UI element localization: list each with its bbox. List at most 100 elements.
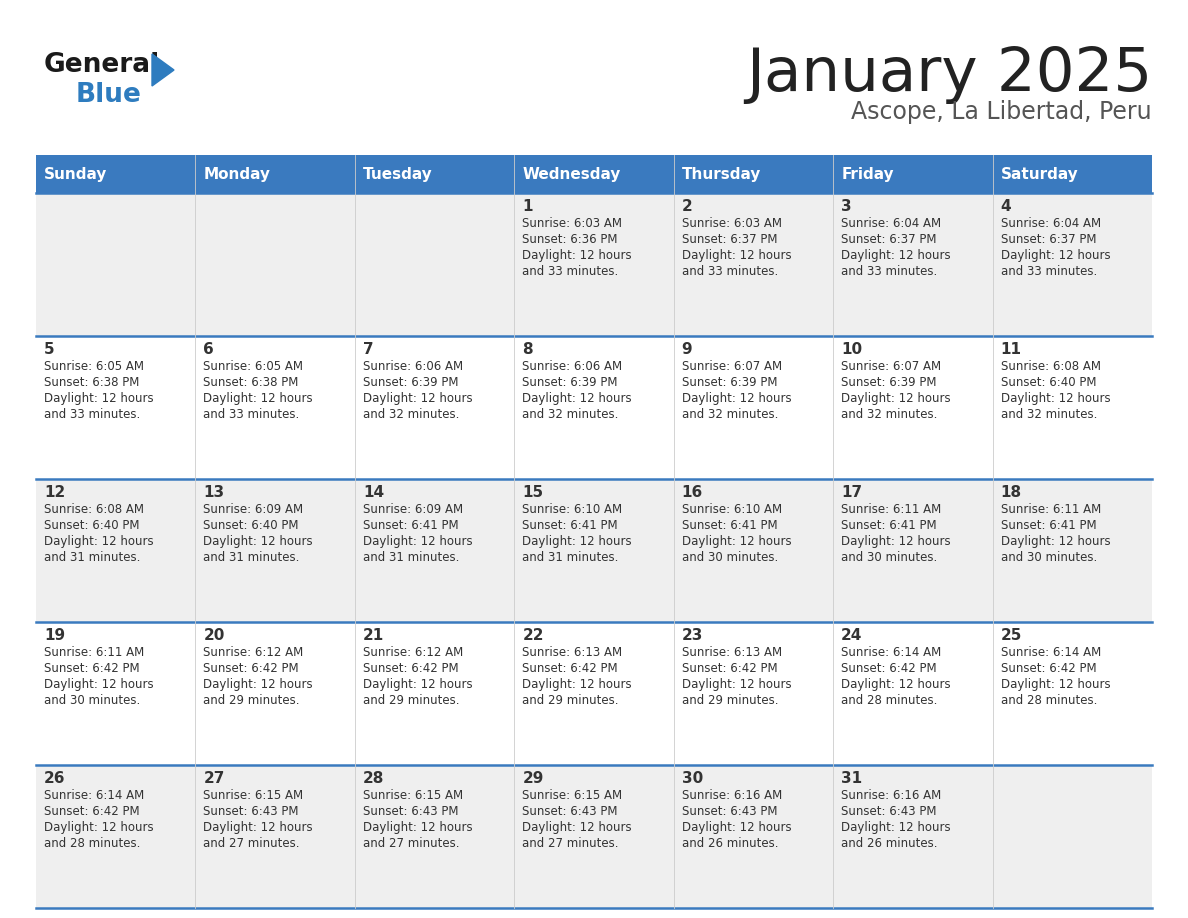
Text: Sunrise: 6:14 AM: Sunrise: 6:14 AM [44,789,144,802]
Text: Sunset: 6:40 PM: Sunset: 6:40 PM [44,519,139,532]
Bar [36,155,1152,193]
Text: Sunrise: 6:03 AM: Sunrise: 6:03 AM [523,217,623,230]
Text: 17: 17 [841,485,862,500]
Text: Sunrise: 6:16 AM: Sunrise: 6:16 AM [841,789,941,802]
Text: Sunrise: 6:07 AM: Sunrise: 6:07 AM [682,360,782,373]
Text: Daylight: 12 hours: Daylight: 12 hours [1000,392,1111,405]
Text: Saturday: Saturday [1000,166,1079,182]
Text: Sunrise: 6:10 AM: Sunrise: 6:10 AM [523,503,623,516]
Text: and 32 minutes.: and 32 minutes. [1000,408,1097,421]
Text: and 26 minutes.: and 26 minutes. [682,837,778,850]
Text: and 27 minutes.: and 27 minutes. [523,837,619,850]
Text: and 29 minutes.: and 29 minutes. [203,694,299,707]
Text: January 2025: January 2025 [746,45,1152,104]
Text: 3: 3 [841,199,852,214]
Text: Sunset: 6:40 PM: Sunset: 6:40 PM [203,519,299,532]
Text: and 28 minutes.: and 28 minutes. [44,837,140,850]
Text: Daylight: 12 hours: Daylight: 12 hours [841,249,950,262]
Text: Sunrise: 6:15 AM: Sunrise: 6:15 AM [362,789,463,802]
Text: Sunset: 6:40 PM: Sunset: 6:40 PM [1000,376,1097,389]
Text: Sunrise: 6:12 AM: Sunrise: 6:12 AM [362,646,463,659]
Text: Sunrise: 6:11 AM: Sunrise: 6:11 AM [44,646,144,659]
Text: Daylight: 12 hours: Daylight: 12 hours [682,821,791,834]
Text: Daylight: 12 hours: Daylight: 12 hours [523,249,632,262]
Text: 4: 4 [1000,199,1011,214]
Text: Daylight: 12 hours: Daylight: 12 hours [44,535,153,548]
Text: Sunrise: 6:08 AM: Sunrise: 6:08 AM [1000,360,1100,373]
Text: and 31 minutes.: and 31 minutes. [203,551,299,564]
Text: Sunrise: 6:16 AM: Sunrise: 6:16 AM [682,789,782,802]
Text: Sunset: 6:41 PM: Sunset: 6:41 PM [523,519,618,532]
Text: Sunrise: 6:11 AM: Sunrise: 6:11 AM [1000,503,1101,516]
Text: and 30 minutes.: and 30 minutes. [1000,551,1097,564]
Text: 28: 28 [362,771,384,786]
Text: Sunrise: 6:13 AM: Sunrise: 6:13 AM [682,646,782,659]
Text: 2: 2 [682,199,693,214]
Text: General: General [44,52,160,78]
Text: Daylight: 12 hours: Daylight: 12 hours [523,535,632,548]
Text: 23: 23 [682,628,703,643]
Text: Sunset: 6:42 PM: Sunset: 6:42 PM [44,805,140,818]
Text: Daylight: 12 hours: Daylight: 12 hours [362,535,473,548]
Text: Daylight: 12 hours: Daylight: 12 hours [203,535,314,548]
Text: 9: 9 [682,342,693,357]
Text: 27: 27 [203,771,225,786]
Text: Daylight: 12 hours: Daylight: 12 hours [841,678,950,691]
Text: and 29 minutes.: and 29 minutes. [682,694,778,707]
Text: Sunset: 6:42 PM: Sunset: 6:42 PM [523,662,618,675]
Text: and 27 minutes.: and 27 minutes. [203,837,299,850]
Text: Sunset: 6:39 PM: Sunset: 6:39 PM [362,376,459,389]
Text: Daylight: 12 hours: Daylight: 12 hours [841,821,950,834]
Text: and 32 minutes.: and 32 minutes. [362,408,460,421]
Text: Sunrise: 6:14 AM: Sunrise: 6:14 AM [841,646,941,659]
Text: Sunrise: 6:08 AM: Sunrise: 6:08 AM [44,503,144,516]
Text: Daylight: 12 hours: Daylight: 12 hours [1000,678,1111,691]
Text: Sunset: 6:42 PM: Sunset: 6:42 PM [44,662,140,675]
Text: Daylight: 12 hours: Daylight: 12 hours [362,678,473,691]
Text: Blue: Blue [76,82,141,108]
Text: Sunrise: 6:07 AM: Sunrise: 6:07 AM [841,360,941,373]
Bar [36,336,1152,479]
Text: and 33 minutes.: and 33 minutes. [1000,265,1097,278]
Text: Daylight: 12 hours: Daylight: 12 hours [203,392,314,405]
Text: Daylight: 12 hours: Daylight: 12 hours [1000,249,1111,262]
Text: and 30 minutes.: and 30 minutes. [841,551,937,564]
Text: Sunrise: 6:04 AM: Sunrise: 6:04 AM [841,217,941,230]
Text: and 33 minutes.: and 33 minutes. [682,265,778,278]
Bar [36,193,1152,336]
Text: 8: 8 [523,342,533,357]
Text: 20: 20 [203,628,225,643]
Text: Friday: Friday [841,166,893,182]
Text: Daylight: 12 hours: Daylight: 12 hours [1000,535,1111,548]
Text: 6: 6 [203,342,214,357]
Text: Daylight: 12 hours: Daylight: 12 hours [841,535,950,548]
Text: and 32 minutes.: and 32 minutes. [523,408,619,421]
Text: Ascope, La Libertad, Peru: Ascope, La Libertad, Peru [852,100,1152,124]
Text: Daylight: 12 hours: Daylight: 12 hours [44,821,153,834]
Text: and 30 minutes.: and 30 minutes. [682,551,778,564]
Text: 16: 16 [682,485,703,500]
Text: Sunrise: 6:15 AM: Sunrise: 6:15 AM [523,789,623,802]
Text: Sunset: 6:42 PM: Sunset: 6:42 PM [682,662,777,675]
Text: Sunset: 6:37 PM: Sunset: 6:37 PM [841,233,936,246]
Text: Sunrise: 6:10 AM: Sunrise: 6:10 AM [682,503,782,516]
Text: Daylight: 12 hours: Daylight: 12 hours [362,392,473,405]
Text: Sunset: 6:36 PM: Sunset: 6:36 PM [523,233,618,246]
Text: and 32 minutes.: and 32 minutes. [841,408,937,421]
Text: Sunset: 6:39 PM: Sunset: 6:39 PM [682,376,777,389]
Text: 29: 29 [523,771,544,786]
Text: 24: 24 [841,628,862,643]
Text: 25: 25 [1000,628,1022,643]
Text: Daylight: 12 hours: Daylight: 12 hours [44,392,153,405]
Text: and 31 minutes.: and 31 minutes. [362,551,460,564]
Text: Sunrise: 6:09 AM: Sunrise: 6:09 AM [203,503,304,516]
Text: Sunset: 6:42 PM: Sunset: 6:42 PM [1000,662,1097,675]
Text: Sunday: Sunday [44,166,107,182]
Text: 13: 13 [203,485,225,500]
Text: 19: 19 [44,628,65,643]
Text: Sunset: 6:41 PM: Sunset: 6:41 PM [1000,519,1097,532]
Text: Sunrise: 6:09 AM: Sunrise: 6:09 AM [362,503,463,516]
Polygon shape [152,54,173,86]
Bar [36,479,1152,622]
Text: and 26 minutes.: and 26 minutes. [841,837,937,850]
